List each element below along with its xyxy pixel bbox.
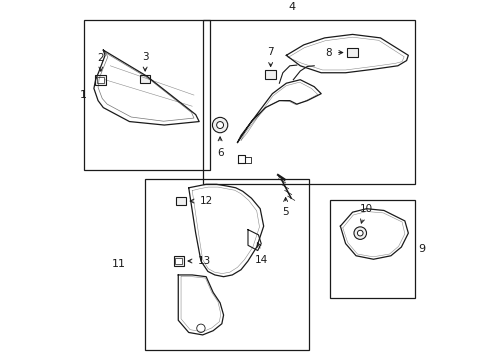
Text: 11: 11 [112,260,126,270]
Circle shape [196,324,204,333]
Bar [84,21,209,170]
Bar [145,179,308,350]
Bar [140,75,150,83]
Text: 7: 7 [267,47,273,57]
Text: 4: 4 [287,2,295,12]
Bar [175,257,182,265]
Text: 3: 3 [142,51,148,62]
Text: 8: 8 [325,48,331,58]
Bar [176,197,186,205]
Text: 2: 2 [98,53,104,63]
Text: 12: 12 [200,196,213,206]
Text: 9: 9 [417,244,424,254]
Bar [97,77,104,83]
Circle shape [212,117,227,133]
Circle shape [353,227,366,239]
Text: 13: 13 [197,256,211,266]
Bar [346,48,358,57]
Bar [95,75,106,85]
Bar [202,21,414,184]
Bar [329,200,414,298]
Bar [173,256,184,266]
Text: 5: 5 [282,207,288,217]
Text: 6: 6 [216,148,223,158]
Text: 14: 14 [254,255,267,265]
Text: 1: 1 [80,90,87,100]
Bar [265,70,275,79]
Circle shape [357,230,362,236]
Text: 10: 10 [359,204,372,214]
Circle shape [216,122,223,129]
